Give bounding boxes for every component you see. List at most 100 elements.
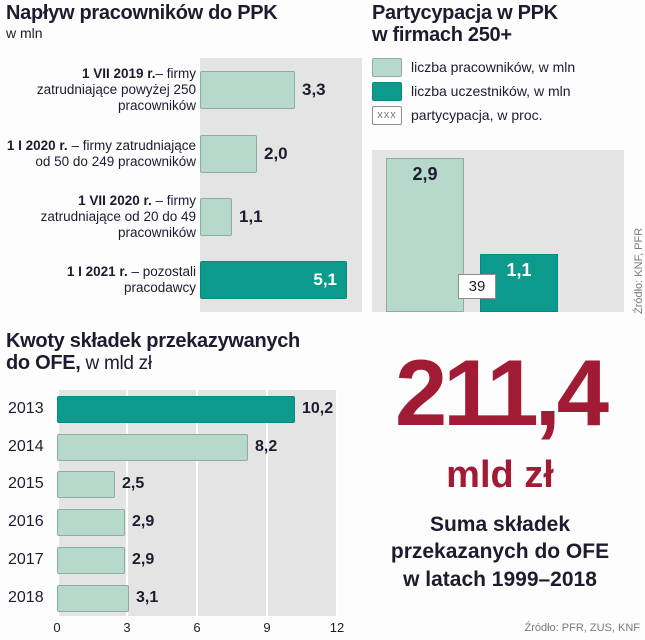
ofe-bar xyxy=(57,433,248,461)
gridline xyxy=(266,390,268,616)
ofe-bar-area: 3,1 xyxy=(50,584,159,612)
ofe-bar xyxy=(57,584,129,612)
ofe-bar-area: 2,9 xyxy=(50,508,155,536)
ofe-title-line1: Kwoty składek przekazywanych xyxy=(6,330,300,352)
inflow-value-label: 2,0 xyxy=(264,144,288,163)
inflow-bar xyxy=(200,198,232,236)
ofe-value-label: 3,1 xyxy=(136,589,159,606)
participation-plot-area: 2,9 1,1 39 xyxy=(372,150,624,312)
legend-item-participation-pct: xxx partycypacja, w proc. xyxy=(372,103,575,127)
legend-label: liczba uczestników, w mln xyxy=(411,83,571,99)
gridline xyxy=(196,390,198,616)
axis-tick-label: 12 xyxy=(329,620,345,635)
participation-percentage-box: 39 xyxy=(458,274,496,299)
gridline xyxy=(336,390,338,616)
ofe-title-line2: do OFE, w mld zł xyxy=(6,352,152,375)
ofe-row-2013: 2013 10,2 xyxy=(0,390,350,428)
legend-swatch-xxx-box: xxx xyxy=(372,105,402,125)
inflow-row-desc: – firmy zatrudniające powyżej 250 pracow… xyxy=(36,66,196,113)
legend-swatch-dark-teal xyxy=(372,81,402,101)
ofe-bar-area: 2,9 xyxy=(50,546,155,574)
legend-item-employees: liczba pracowników, w mln xyxy=(372,55,575,79)
ofe-bar xyxy=(57,470,115,498)
inflow-bar-area: 1,1 xyxy=(196,198,263,236)
ofe-year-label: 2015 xyxy=(8,475,44,492)
ofe-title-bold: do OFE, xyxy=(6,352,81,374)
inflow-row-date: 1 VII 2020 r. xyxy=(78,193,152,209)
inflow-row-label: 1 VII 2020 r. – firmy zatrudniające od 2… xyxy=(0,193,196,241)
ofe-bar xyxy=(57,546,125,574)
ofe-bar-area: 2,5 xyxy=(50,470,145,498)
inflow-bar-area: 3,3 xyxy=(196,71,326,109)
inflow-bar: 5,1 xyxy=(200,261,347,299)
participation-title-line1: Partycypacja w PPK xyxy=(372,2,558,24)
participation-bar-employees: 2,9 xyxy=(386,158,464,312)
ofe-row-2017: 2017 2,9 xyxy=(0,541,350,579)
inflow-title: Napływ pracowników do PPK xyxy=(6,2,278,24)
big-number: 211,4 xyxy=(394,340,609,445)
axis-tick-label: 3 xyxy=(123,620,131,635)
legend-swatch-light-teal xyxy=(372,57,402,77)
participation-legend: liczba pracowników, w mln liczba uczestn… xyxy=(372,55,575,127)
inflow-row-2020-jan: 1 I 2020 r. – firmy zatrudniające od 50 … xyxy=(0,122,366,186)
inflow-row-2020-jul: 1 VII 2020 r. – firmy zatrudniające od 2… xyxy=(0,185,366,249)
axis-tick-label: 0 xyxy=(53,620,61,635)
ofe-year-label: 2018 xyxy=(8,589,44,606)
ofe-year-label: 2017 xyxy=(8,551,44,568)
source-note-bottom: Źródło: PFR, ZUS, KNF xyxy=(524,622,640,634)
ofe-bar xyxy=(57,508,125,536)
inflow-bar-area: 5,1 xyxy=(196,261,347,299)
participation-bar-value: 2,9 xyxy=(412,164,438,184)
inflow-row-desc: – pozostali pracodawcy xyxy=(123,264,196,295)
inflow-row-desc: – firmy zatrudniające od 50 do 249 praco… xyxy=(35,138,196,169)
ofe-row-2018: 2018 3,1 xyxy=(0,579,350,617)
ofe-value-label: 2,5 xyxy=(122,475,145,492)
big-number-unit: mld zł xyxy=(446,454,554,496)
ofe-value-label: 10,2 xyxy=(302,400,334,417)
ofe-value-label: 2,9 xyxy=(132,551,155,568)
ofe-value-label: 2,9 xyxy=(132,513,155,530)
participation-title-line2: w firmach 250+ xyxy=(372,24,512,46)
ofe-bar-area: 10,2 xyxy=(50,395,334,423)
ofe-bar-area: 8,2 xyxy=(50,433,278,461)
summary-stat: 211,4 mld zł Suma składek przekazanych d… xyxy=(355,346,645,593)
gridline xyxy=(126,390,128,616)
inflow-row-label: 1 I 2021 r. – pozostali pracodawcy xyxy=(0,264,196,296)
ofe-year-label: 2016 xyxy=(8,513,44,530)
inflow-value-label: 3,3 xyxy=(302,80,326,99)
source-note-top: Źródło: KNF, PFR xyxy=(633,227,645,314)
legend-label: partycypacja, w proc. xyxy=(411,107,543,123)
chart-ofe-contributions: Kwoty składek przekazywanych do OFE, w m… xyxy=(0,328,350,640)
gridline xyxy=(57,390,59,616)
summary-caption: Suma składek przekazanych do OFE w latac… xyxy=(390,513,610,591)
ofe-x-axis: 0 3 6 9 12 xyxy=(0,620,350,636)
inflow-value-label: 1,1 xyxy=(239,207,263,226)
inflow-row-date: 1 I 2021 r. xyxy=(66,264,128,280)
inflow-row-2019: 1 VII 2019 r.– firmy zatrudniające powyż… xyxy=(0,58,366,122)
ofe-year-label: 2013 xyxy=(8,400,44,417)
chart-inflow-ppk: Napływ pracowników do PPK w mln 1 VII 20… xyxy=(0,0,366,326)
inflow-bar-area: 2,0 xyxy=(196,135,288,173)
inflow-row-desc: – firmy zatrudniające od 20 do 49 pracow… xyxy=(40,193,196,240)
inflow-bar xyxy=(200,135,257,173)
legend-item-participants: liczba uczestników, w mln xyxy=(372,79,575,103)
axis-tick-label: 6 xyxy=(193,620,201,635)
inflow-bar xyxy=(200,71,295,109)
inflow-value-label: 5,1 xyxy=(313,270,337,289)
inflow-row-2021: 1 I 2021 r. – pozostali pracodawcy 5,1 xyxy=(0,248,366,312)
axis-tick-label: 9 xyxy=(263,620,271,635)
inflow-row-label: 1 VII 2019 r.– firmy zatrudniające powyż… xyxy=(0,66,196,114)
ofe-plot-area xyxy=(57,390,338,616)
ofe-row-2014: 2014 8,2 xyxy=(0,428,350,466)
inflow-row-label: 1 I 2020 r. – firmy zatrudniające od 50 … xyxy=(0,138,196,170)
ofe-year-label: 2014 xyxy=(8,438,44,455)
inflow-subtitle: w mln xyxy=(6,25,43,41)
ofe-value-label: 8,2 xyxy=(255,438,278,455)
participation-bar-value: 1,1 xyxy=(506,260,532,280)
inflow-row-date: 1 I 2020 r. xyxy=(6,138,68,154)
chart-participation-ppk: Partycypacja w PPK w firmach 250+ liczba… xyxy=(370,0,645,326)
participation-percentage-value: 39 xyxy=(468,278,486,295)
ofe-title-unit: w mld zł xyxy=(80,353,153,374)
ofe-bar xyxy=(57,395,295,423)
